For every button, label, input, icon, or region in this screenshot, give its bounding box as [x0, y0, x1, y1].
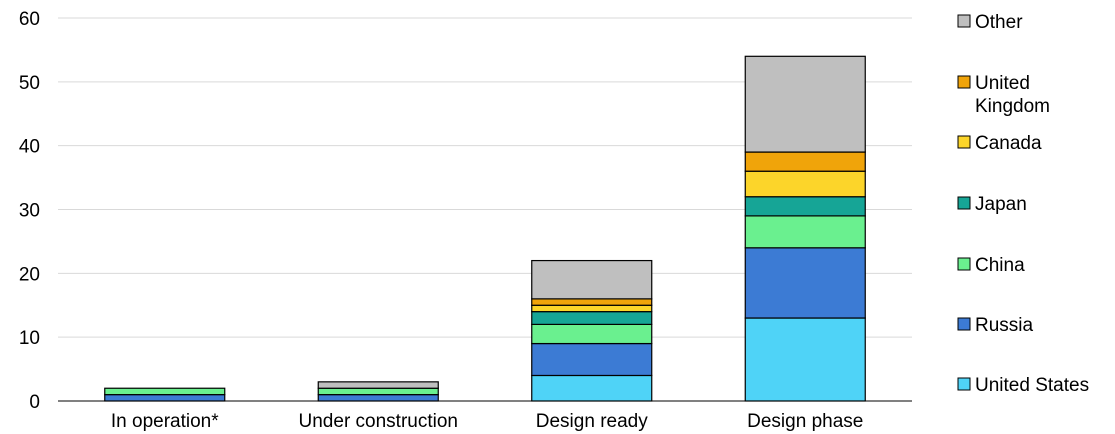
x-category-label: Design phase — [747, 411, 863, 432]
bar-stack-in-operation — [104, 387, 226, 402]
bar-segment-other — [744, 55, 866, 153]
bar-segment-russia — [104, 394, 226, 402]
bar-segment-china — [531, 323, 653, 345]
y-axis-ticks: 0 10 20 30 40 50 60 — [19, 9, 40, 413]
legend-item-russia: Russia — [957, 315, 1034, 336]
y-tick-label: 50 — [19, 73, 40, 94]
legend-label: United States — [975, 375, 1089, 396]
bar-segment-japan — [744, 196, 866, 217]
legend-swatch — [957, 377, 971, 391]
y-tick-label: 40 — [19, 137, 40, 158]
y-tick-label: 20 — [19, 264, 40, 285]
legend-swatch — [957, 135, 971, 149]
bar-segment-other — [317, 381, 439, 389]
legend-swatch — [957, 257, 971, 271]
y-tick-label: 0 — [29, 392, 40, 413]
bar-stack-under-construction — [317, 381, 439, 402]
bar-segment-china — [744, 215, 866, 249]
bar-stack-design-ready — [531, 259, 653, 402]
bar-segment-other — [531, 259, 653, 300]
legend-label: United Kingdom — [975, 73, 1050, 117]
legend-label: Canada — [975, 133, 1042, 154]
x-category-label: Design ready — [536, 411, 648, 432]
y-tick-label: 60 — [19, 9, 40, 30]
bar-segment-united-kingdom — [744, 151, 866, 172]
y-tick-label: 30 — [19, 201, 40, 222]
bar-segment-canada — [744, 170, 866, 198]
legend-swatch — [957, 196, 971, 210]
x-category-label: Under construction — [299, 411, 458, 432]
legend-swatch — [957, 14, 971, 28]
bar-segment-united-states — [744, 317, 866, 402]
bars — [104, 55, 866, 402]
legend-item-united-states: United States — [957, 375, 1089, 396]
legend-swatch — [957, 317, 971, 331]
legend-label: China — [975, 255, 1025, 276]
x-category-label: In operation* — [111, 411, 219, 432]
bar-segment-canada — [531, 304, 653, 313]
legend-item-united-kingdom: United Kingdom — [957, 73, 1050, 117]
legend-label: Russia — [975, 315, 1034, 336]
bar-segment-russia — [531, 342, 653, 377]
legend: Other United Kingdom Canada Japan China Russia… — [957, 12, 1089, 396]
bar-stack-design-phase — [744, 55, 866, 402]
legend-item-china: China — [957, 255, 1025, 276]
bar-segment-united-states — [531, 374, 653, 402]
bar-segment-japan — [531, 311, 653, 325]
y-tick-label: 10 — [19, 328, 40, 349]
legend-label: Japan — [975, 194, 1027, 215]
bar-segment-russia — [317, 394, 439, 402]
legend-item-canada: Canada — [957, 133, 1042, 154]
bar-segment-china — [317, 387, 439, 396]
bar-segment-united-kingdom — [531, 298, 653, 306]
legend-item-other: Other — [957, 12, 1023, 33]
bar-segment-russia — [744, 247, 866, 319]
x-axis-categories: In operation* Under construction Design re… — [111, 411, 863, 432]
legend-item-japan: Japan — [957, 194, 1027, 215]
legend-label: Other — [975, 12, 1023, 33]
bar-segment-china — [104, 387, 226, 396]
legend-swatch — [957, 75, 971, 89]
